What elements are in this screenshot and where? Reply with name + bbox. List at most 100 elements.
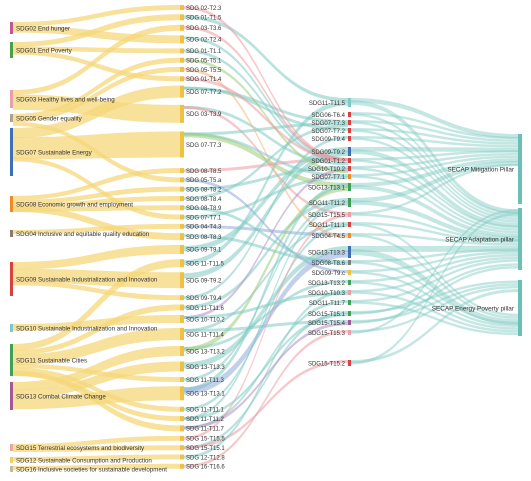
right-node-sdg10-t10-2 xyxy=(348,166,351,171)
right-node-sdg15-t15-4 xyxy=(348,320,351,325)
middle-node-label: SDG 11-T11.1 xyxy=(186,408,224,414)
right-node-label: SDG10-T10.3 xyxy=(308,291,346,297)
left-node-label: SDG08 Economic growth and employment xyxy=(16,202,133,209)
middle-node-sdg-05-t5-a xyxy=(180,177,184,183)
right-node-sdg11-t11-7 xyxy=(348,300,351,305)
link-mid-21 xyxy=(184,168,348,319)
right-node-label: SDG07-T7.3 xyxy=(311,121,345,127)
link-left-sdg-07-t7-3 xyxy=(13,131,180,160)
middle-node-sdg-16-t16-6 xyxy=(180,463,184,469)
link-mid-26 xyxy=(184,200,348,381)
link-mid-16 xyxy=(184,147,348,252)
link-mid-0 xyxy=(184,15,348,102)
link-left-sdg-11-t11-4 xyxy=(13,328,180,365)
middle-node-label: SDG 01-T1.1 xyxy=(186,49,222,55)
link-mid-22 xyxy=(184,222,348,333)
middle-node-sdg-13-t13-3 xyxy=(180,361,184,372)
middle-node-sdg-09-t9-2 xyxy=(180,272,184,289)
pillar-label: SECAP Adaptation pillar xyxy=(445,237,515,244)
link-right-sdg11-t11-5-1 xyxy=(351,100,518,214)
link-mid-14 xyxy=(184,224,348,236)
left-node-label: SDG13 Combat Climate Change xyxy=(16,394,106,401)
link-right-sdg15-t15-2-0 xyxy=(351,289,518,363)
link-mid-18 xyxy=(184,150,348,279)
middle-node-label: SDG 08-T8.4 xyxy=(186,197,222,203)
right-node-sdg13-t13-3 xyxy=(348,246,351,258)
left-node-label: SDG11 Sustainable Cities xyxy=(16,358,87,365)
link-mid-24 xyxy=(184,186,348,352)
link-right-sdg10-t10-2-0 xyxy=(351,152,518,169)
right-node-sdg10-t10-3 xyxy=(348,290,351,295)
link-right-sdg15-t15-4-0 xyxy=(351,283,518,323)
link-left-sdg-11-t11-6 xyxy=(13,304,180,356)
link-mid-46 xyxy=(184,313,348,421)
link-right-sdg06-t6-4-1 xyxy=(351,113,518,215)
link-mid-29 xyxy=(184,224,348,411)
link-left-sdg-13-t13-3 xyxy=(13,361,180,399)
right-node-label: SDG15-T15.3 xyxy=(308,331,346,337)
link-right-sdg10-t10-3-1 xyxy=(351,291,518,333)
link-left-sdg-03-t3-9 xyxy=(13,94,180,123)
left-node-label: SDG10 Sustainable Industrialization and … xyxy=(16,326,158,333)
link-right-sdg07-t7-1-1 xyxy=(351,175,518,234)
middle-node-label: SDG 15-T15.1 xyxy=(186,446,225,452)
middle-node-label: SDG 08-T8.3 xyxy=(186,235,222,241)
middle-node-label: SDG 13-T13.1 xyxy=(186,392,225,398)
middle-node-sdg-11-t11-1 xyxy=(180,406,184,412)
right-node-label: SDG04-T4.5 xyxy=(311,234,345,240)
middle-node-label: SDG 08-T8.2 xyxy=(186,187,222,193)
link-mid-42 xyxy=(184,178,348,273)
link-right-sdg07-t7-2-1 xyxy=(351,129,518,220)
right-node-label: SDG15-T15.2 xyxy=(308,361,346,367)
link-right-sdg11-t11-7-0 xyxy=(351,259,518,303)
middle-node-label: SDG 11-T11.2 xyxy=(186,417,224,423)
middle-node-label: SDG 08-T8.5 xyxy=(186,169,222,175)
middle-node-sdg-15-t15-1 xyxy=(180,445,184,451)
link-right-sdg11-t11-2-1 xyxy=(351,200,518,241)
link-right-sdg09-t9-2-1 xyxy=(351,149,518,228)
middle-node-sdg-08-t8-2 xyxy=(180,186,184,192)
right-node-sdg07-t7-2 xyxy=(348,128,351,133)
middle-node-sdg-02-t2-4 xyxy=(180,35,184,44)
link-mid-38 xyxy=(184,25,348,162)
right-node-sdg15-t15-1 xyxy=(348,311,351,316)
link-right-sdg04-t4-5-0 xyxy=(351,233,518,246)
middle-node-sdg-12-t12-8 xyxy=(180,454,184,460)
middle-node-sdg-02-t2-3 xyxy=(180,5,184,10)
right-node-sdg15-t15-2 xyxy=(348,360,351,366)
middle-node-sdg-07-t7-3 xyxy=(180,131,184,158)
link-right-sdg13-t13-3-0 xyxy=(351,245,518,252)
link-right-sdg15-t15-3-0 xyxy=(351,285,518,333)
link-left-sdg-02-t2-4 xyxy=(13,25,180,44)
left-node-label: SDG07 Sustainable Energy xyxy=(16,150,93,157)
right-node-label: SDG08-T8.6 xyxy=(311,261,345,267)
middle-node-label: SDG 11-T11.3 xyxy=(186,378,224,384)
left-node-label: SDG12 Sustainable Consumption and Produc… xyxy=(16,458,152,465)
link-right-sdg13-t13-2-0 xyxy=(351,253,518,283)
link-right-sdg11-t11-7-1 xyxy=(351,301,518,336)
left-node-sdg12-sustainable-consumption-and-production xyxy=(10,457,13,463)
link-right-sdg15-t15-5-0 xyxy=(351,163,518,215)
link-left-sdg-11-t11-7 xyxy=(13,370,180,432)
right-node-label: SDG15-T15.1 xyxy=(308,312,346,318)
left-node-label: SDG04 Inclusive and equitable quality ed… xyxy=(16,231,150,238)
right-node-label: SDG15-T15.4 xyxy=(308,321,346,327)
link-mid-37 xyxy=(184,6,348,161)
link-mid-8 xyxy=(184,132,348,177)
link-right-sdg15-t15-5-1 xyxy=(351,213,518,242)
link-left-sdg-15-t15-5 xyxy=(13,435,180,449)
right-node-label: SDG06-T6.4 xyxy=(311,113,345,119)
link-left-sdg-05-t5-a xyxy=(13,121,180,183)
link-mid-1 xyxy=(184,36,348,161)
right-node-sdg11-t11-1 xyxy=(348,222,351,227)
link-mid-27 xyxy=(184,183,348,393)
middle-node-label: SDG 12-T12.8 xyxy=(186,455,225,461)
middle-node-sdg-05-t5-5 xyxy=(180,67,184,72)
right-node-sdg13-t13-2 xyxy=(348,280,351,285)
link-right-sdg07-t7-3-1 xyxy=(351,121,518,218)
link-right-sdg13-t13-1-0 xyxy=(351,158,518,187)
link-right-sdg07-t7-1-0 xyxy=(351,155,518,177)
right-node-label: SDG13-T13.1 xyxy=(308,185,346,191)
